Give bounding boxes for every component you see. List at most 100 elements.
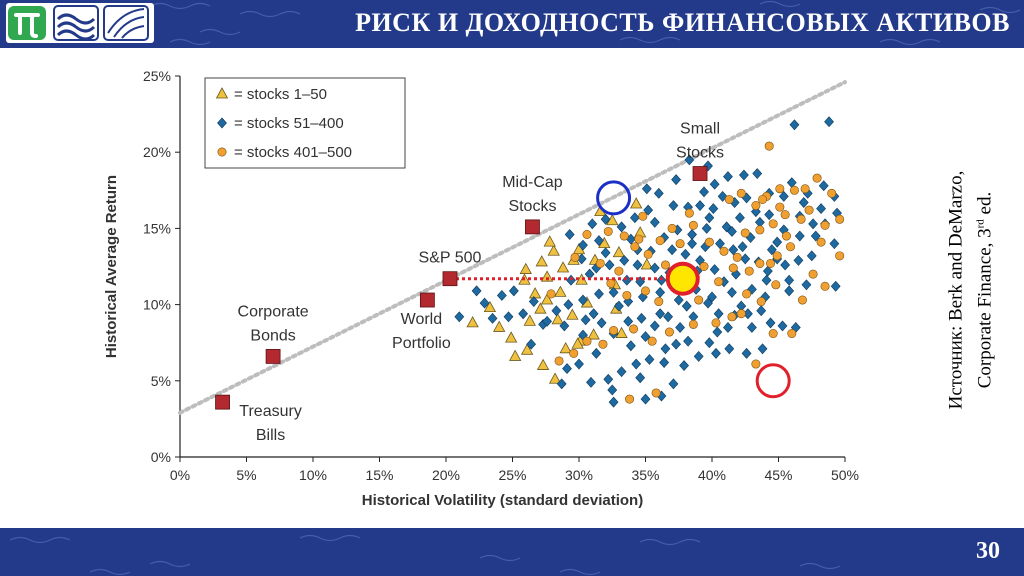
diamond-point xyxy=(671,338,681,350)
diamond-point xyxy=(816,203,826,215)
diamond-point xyxy=(810,230,821,242)
diamond-point xyxy=(479,297,490,309)
circle-point xyxy=(603,226,613,236)
circle-point xyxy=(724,194,734,204)
diamond-point xyxy=(737,241,748,253)
y-tick-label: 20% xyxy=(143,144,171,160)
diamond-point xyxy=(772,236,783,248)
circle-point xyxy=(732,252,742,262)
circle-point xyxy=(569,348,579,358)
chart-svg: 0% 5% 10% 15% 20% 25% 30% 35% 40% 45% 50% 0% 5% 10% 15… xyxy=(103,68,859,509)
circle-point xyxy=(816,237,826,247)
circle-point xyxy=(758,194,768,204)
diamond-point xyxy=(594,288,604,300)
diamond-point xyxy=(715,238,725,250)
diamond-point xyxy=(621,274,632,286)
triangle-point xyxy=(630,197,643,209)
diamond-point xyxy=(587,218,598,230)
diamond-point xyxy=(704,212,715,224)
triangle-point xyxy=(528,287,542,299)
diamond-point xyxy=(542,315,552,327)
source-line-2: Corporate Finance, 3rd ed. xyxy=(968,171,997,410)
source-line-1: Источник: Berk and DeMarzo, xyxy=(945,170,967,410)
triangle-point xyxy=(493,320,506,332)
circle-point xyxy=(820,220,830,230)
diamond-point xyxy=(709,178,720,190)
diamond-point xyxy=(673,294,684,306)
x-tick-label: 45% xyxy=(764,467,792,483)
triangle-point xyxy=(540,293,554,305)
diamond-point xyxy=(518,308,529,320)
asset-label: Treasury xyxy=(239,403,302,420)
diamond-point xyxy=(608,396,619,408)
diamond-point xyxy=(586,376,596,388)
risk-return-chart: 0% 5% 10% 15% 20% 25% 30% 35% 40% 45% 50% 0% 5% 10% 15… xyxy=(95,60,885,525)
circle-point xyxy=(751,201,761,211)
diamond-point xyxy=(454,311,465,323)
diamond-point xyxy=(824,116,834,128)
circle-point xyxy=(719,246,729,256)
circle-point xyxy=(797,295,807,305)
diamond-point xyxy=(591,347,602,359)
circle-point xyxy=(619,231,629,241)
circle-point xyxy=(711,318,721,328)
triangle-point xyxy=(520,343,534,355)
triangle-point xyxy=(543,235,556,247)
circle-point xyxy=(781,231,791,241)
diamond-point xyxy=(471,285,482,297)
diamond-point xyxy=(655,286,666,298)
triangle-point xyxy=(508,349,522,361)
diamond-point xyxy=(713,308,724,320)
circle-point xyxy=(684,208,694,218)
triangle-point xyxy=(554,285,567,297)
y-tick-label: 0% xyxy=(151,449,171,465)
circle-point xyxy=(664,327,674,337)
circle-point xyxy=(655,236,665,246)
x-tick-label: 15% xyxy=(365,467,393,483)
diamond-point xyxy=(629,212,640,224)
circle-point xyxy=(625,394,635,404)
triangle-point xyxy=(534,302,547,314)
y-tick-label: 15% xyxy=(143,220,171,236)
asset-label: Small xyxy=(680,121,720,138)
triangle-point xyxy=(535,255,548,267)
asset-marker xyxy=(215,394,230,410)
source-line-2-text: Corporate Finance, 3 xyxy=(974,228,996,389)
circle-point xyxy=(812,173,822,183)
circle-point xyxy=(787,329,797,339)
asset-label: Mid-Cap xyxy=(502,174,563,191)
triangle-point xyxy=(615,326,628,338)
diamond-point xyxy=(709,264,720,275)
legend-box xyxy=(204,77,406,169)
footer-wave-pattern xyxy=(9,534,841,576)
diamond-point xyxy=(608,286,619,298)
circle-point xyxy=(640,286,650,296)
diamond-point xyxy=(496,290,507,301)
diamond-point xyxy=(735,212,745,224)
x-axis-label: Historical Volatility (standard deviatio… xyxy=(362,492,643,509)
header-wave-pattern xyxy=(149,0,1021,46)
circle-point xyxy=(768,219,778,229)
diamond-point xyxy=(656,274,667,286)
diamond-point xyxy=(588,308,599,320)
diamond-point xyxy=(653,187,664,199)
diamond-point xyxy=(616,366,627,378)
diamond-point xyxy=(564,229,575,240)
diamond-point xyxy=(703,297,713,309)
triangle-point xyxy=(547,244,560,256)
diamond-point xyxy=(701,222,712,234)
circle-point xyxy=(688,319,698,329)
diamond-point xyxy=(594,235,604,247)
diamond-point xyxy=(613,300,624,312)
circle-point xyxy=(804,205,814,215)
circle-point xyxy=(800,184,810,194)
diamond-point xyxy=(798,197,809,208)
diamond-point xyxy=(739,169,749,181)
asset-marker xyxy=(692,166,708,181)
diamond-point xyxy=(723,322,733,333)
circle-point xyxy=(667,223,677,233)
x-tick-label: 20% xyxy=(432,467,460,483)
diamond-point xyxy=(649,216,660,228)
diamond-point xyxy=(578,294,588,306)
x-tick-label: 40% xyxy=(698,467,726,483)
